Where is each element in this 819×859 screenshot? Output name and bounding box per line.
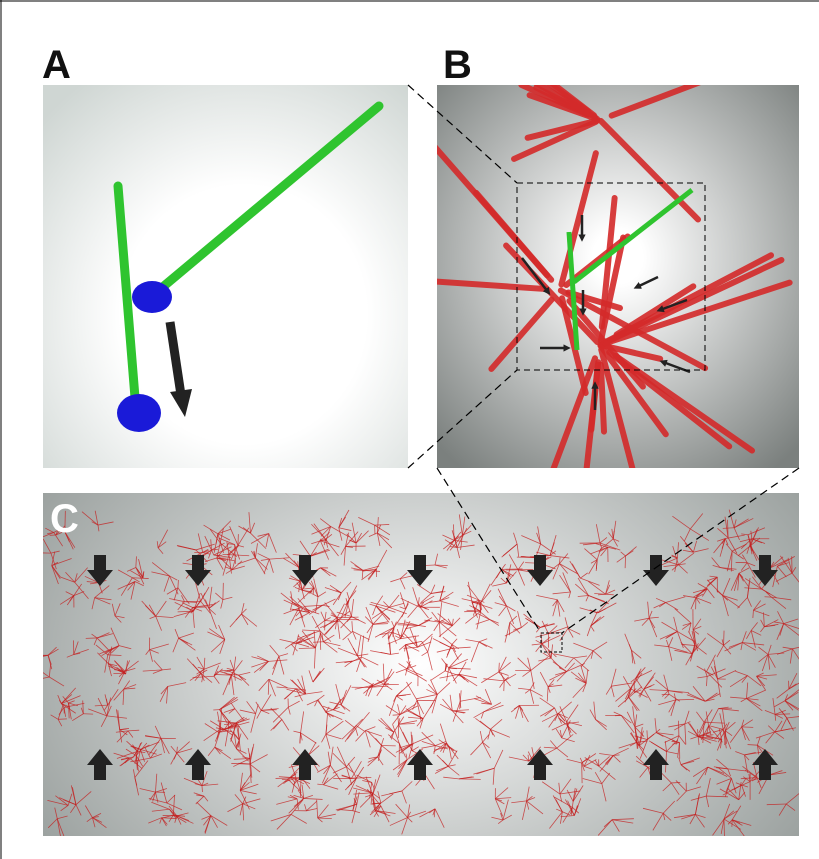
panel-a: [43, 85, 408, 468]
panel-label: B: [443, 43, 472, 87]
filament: [459, 779, 481, 780]
filament: [724, 819, 725, 839]
filament: [775, 714, 790, 715]
filament: [647, 730, 648, 739]
panel-label: A: [42, 43, 71, 87]
motor: [132, 281, 172, 313]
motor: [117, 394, 161, 432]
filament: [601, 365, 604, 432]
filament: [464, 611, 481, 612]
filament: [202, 786, 203, 792]
figure: A B C: [0, 0, 819, 859]
filament: [676, 699, 694, 700]
filament: [460, 701, 461, 709]
panel-label: C: [50, 497, 79, 541]
